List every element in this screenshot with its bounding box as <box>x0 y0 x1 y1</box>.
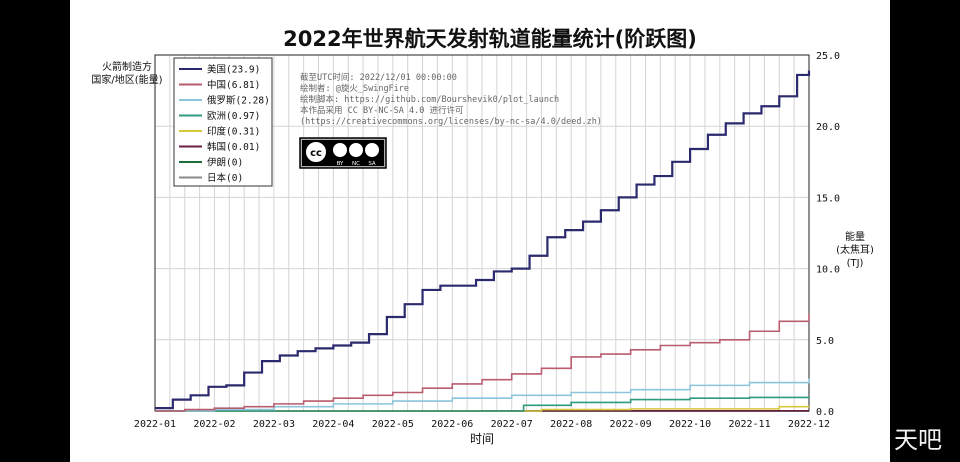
x-tick-label: 2022-09 <box>610 419 652 430</box>
series-line <box>155 405 810 412</box>
left-y-label-line: 火箭制造方 <box>102 60 152 73</box>
series-line <box>155 396 810 412</box>
y-tick-label: 20.0 <box>816 122 840 133</box>
cc-term-label: NC <box>352 161 360 167</box>
y-tick-label: 10.0 <box>816 265 840 276</box>
x-tick-label: 2022-10 <box>669 419 711 430</box>
watermark: 天吧 <box>894 426 942 454</box>
series-line <box>155 70 811 410</box>
legend: 美国(23.9) 中国(6.81) 俄罗斯(2.28) 欧洲(0.97) 印度(0.31… <box>173 57 273 187</box>
left-y-label-line: 国家/地区(能量) <box>91 73 162 86</box>
y-ticks: 0.0 5.0 10.0 15.0 20.0 25.0 <box>816 51 840 418</box>
legend-label: 印度(0.31) <box>207 126 260 138</box>
annotation-line: 截至UTC时间: 2022/12/01 00:00:00 <box>300 72 457 83</box>
y-tick-label: 5.0 <box>816 336 834 347</box>
series-line <box>155 378 810 412</box>
x-axis-label: 时间 <box>470 432 494 446</box>
legend-label: 美国(23.9) <box>207 64 260 76</box>
x-tick-label: 2022-12 <box>788 419 830 430</box>
legend-label: 欧洲(0.97) <box>207 110 260 122</box>
cc-logo-text: cc <box>310 148 322 159</box>
cc-term-label: BY <box>337 161 344 167</box>
legend-label: 日本(0) <box>207 172 243 184</box>
right-y-label: 能量(太焦耳) (TJ) <box>836 230 874 269</box>
annotation-line: 绘制脚本: https://github.com/Bourshevik0/plo… <box>300 94 559 105</box>
x-tick-label: 2022-11 <box>728 419 770 430</box>
cc-license-badge: cc BY NC SA <box>299 137 387 169</box>
legend-label: 俄罗斯(2.28) <box>207 95 270 107</box>
x-tick-label: 2022-03 <box>253 419 295 430</box>
legend-box <box>173 57 273 187</box>
series-layer <box>155 70 811 412</box>
y-tick-label: 25.0 <box>816 51 840 62</box>
annotation-line: 绘制者: @旋火_SwingFire <box>300 83 409 94</box>
legend-label: 中国(6.81) <box>207 79 260 91</box>
x-tick-label: 2022-08 <box>550 419 592 430</box>
y-tick-label: 15.0 <box>816 193 840 204</box>
x-tick-label: 2022-07 <box>491 419 533 430</box>
legend-label: 伊朗(0) <box>207 157 243 169</box>
x-tick-label: 2022-06 <box>431 419 473 430</box>
right-y-label-line: (太焦耳) <box>836 243 874 256</box>
x-tick-label: 2022-05 <box>372 419 414 430</box>
x-tick-label: 2022-04 <box>312 419 354 430</box>
cc-term-icon <box>333 143 347 157</box>
cc-term-icon <box>365 143 379 157</box>
right-y-label-line: (TJ) <box>847 258 864 269</box>
y-tick-label: 0.0 <box>816 407 834 418</box>
right-y-label-line: 能量 <box>845 230 865 243</box>
cc-term-label: SA <box>368 161 376 167</box>
legend-label: 韩国(0.01) <box>207 141 260 153</box>
annotation-line: (https://creativecommons.org/licenses/by… <box>300 117 602 127</box>
x-ticks: 2022-01 2022-02 2022-03 2022-04 2022-05 2022-… <box>134 419 830 430</box>
x-tick-label: 2022-02 <box>193 419 235 430</box>
x-tick-label: 2022-01 <box>134 419 176 430</box>
cc-term-icon <box>349 143 363 157</box>
cc-logo-icon <box>304 140 328 164</box>
annotation-line: 本作品采用 CC BY-NC-SA 4.0 进行许可 <box>300 105 464 116</box>
series-line <box>155 314 810 412</box>
chart-title: 2022年世界航天发射轨道能量统计(阶跃图) <box>283 27 697 51</box>
